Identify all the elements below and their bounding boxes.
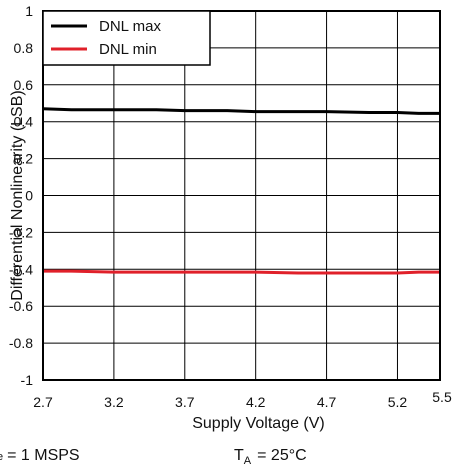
condition-sample-rate: e = 1 MSPS [0,447,80,464]
y-tick-label: -0.6 [9,298,33,314]
data-point-dnl-min [325,272,328,274]
y-axis-title: Differential Nonlinearity (LSB) [9,90,26,300]
data-point-dnl-max [325,110,328,113]
x-tick-label: 4.2 [246,394,266,410]
x-tick-label: 4.7 [317,394,337,410]
data-point-dnl-min [417,271,420,273]
condition-temperature: TA = 25°C [234,447,307,466]
data-point-dnl-min [368,272,370,274]
y-tick-label: 0 [25,188,33,204]
condition-sample-rate-value: = 1 MSPS [7,447,79,464]
data-point-dnl-max [368,111,370,114]
data-point-dnl-min [226,271,229,273]
legend: DNL max DNL min [42,10,211,66]
y-tick-label: 0.8 [14,40,34,56]
legend-label-dnl-min: DNL min [99,41,157,58]
data-point-dnl-max [70,108,73,111]
data-point-dnl-max [113,108,115,111]
condition-sample-rate-prefix: e [0,451,3,463]
data-point-dnl-min [155,271,158,273]
y-tick-label: -0.8 [9,335,33,351]
data-point-dnl-min [297,272,300,274]
y-tick-label: -1 [21,372,34,388]
x-tick-label: 3.2 [104,394,124,410]
y-tick-label: 0.2 [14,151,34,167]
y-tick-label: 1 [25,3,33,19]
data-point-dnl-min [183,271,186,273]
data-point-dnl-min [70,270,73,272]
legend-label-dnl-max: DNL max [99,18,161,35]
x-tick-labels: 2.7 3.2 3.7 4.2 4.7 5.2 5.5 [33,389,452,410]
x-tick-label: 5.2 [388,394,408,410]
condition-temperature-value: = 25°C [257,447,307,464]
x-tick-label: 3.7 [175,394,195,410]
series-lines [42,107,441,275]
condition-temperature-symbol: T [234,447,244,464]
x-tick-label: 2.7 [33,394,53,410]
data-point-dnl-max [396,111,399,114]
plot-frame [42,10,441,381]
data-point-dnl-max [226,109,229,112]
data-point-dnl-min [254,271,257,273]
data-point-dnl-max [417,112,420,115]
data-point-dnl-min [396,272,399,274]
data-point-dnl-max [297,110,300,113]
data-point-dnl-max [155,108,158,111]
grid [42,10,441,381]
y-tick-label: -0.4 [9,261,33,277]
y-tick-label: 0.6 [14,77,34,93]
x-axis-title: Supply Voltage (V) [192,415,325,432]
series-line-dnl-min [43,269,440,275]
legend-box [42,10,211,66]
x-tick-label: 5.5 [432,389,452,405]
y-tick-label: -0.2 [9,224,33,240]
data-point-dnl-max [183,109,186,112]
y-tick-labels: -1 -0.8 -0.6 -0.4 -0.2 0 0.2 0.4 0.6 0.8 1 [9,3,33,388]
data-point-dnl-max [254,110,257,113]
data-point-dnl-min [113,271,115,273]
y-tick-label: 0.4 [14,114,34,130]
condition-temperature-subscript: A [244,455,252,466]
series-line-dnl-max [42,107,440,115]
